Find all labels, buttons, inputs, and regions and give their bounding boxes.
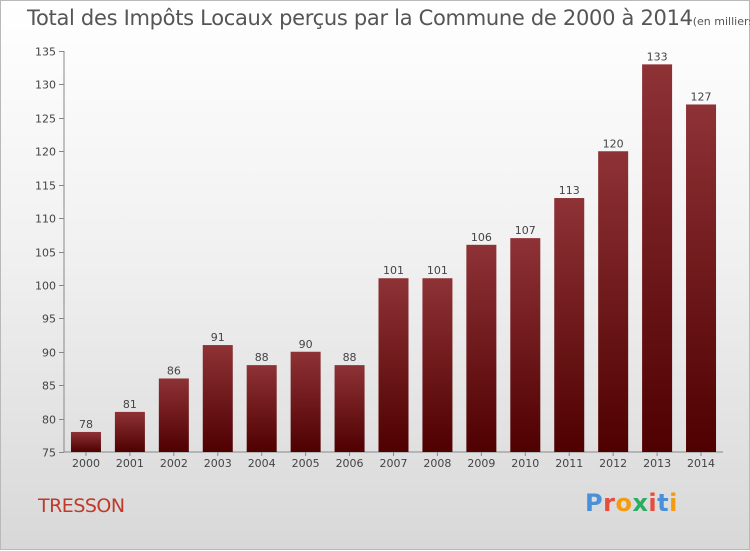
logo-letter: o [615, 489, 633, 517]
y-tick-label: 115 [35, 180, 56, 193]
bar-value-label: 101 [383, 264, 404, 277]
y-tick-label: 95 [42, 313, 56, 326]
bar-value-label: 88 [255, 351, 269, 364]
x-tick-label: 2009 [467, 457, 495, 470]
bar-value-label: 90 [299, 338, 313, 351]
bar [598, 151, 629, 452]
bar [554, 198, 585, 452]
bar-value-label: 113 [559, 184, 580, 197]
bar-value-label: 127 [691, 90, 712, 103]
bar-value-label: 81 [123, 398, 137, 411]
proxiti-logo[interactable]: Proxiti [585, 489, 678, 517]
x-tick-label: 2008 [423, 457, 451, 470]
logo-letter: P [585, 489, 604, 517]
logo-letter: x [632, 489, 649, 517]
y-tick-label: 110 [35, 213, 56, 226]
x-tick-label: 2011 [555, 457, 583, 470]
y-tick-label: 75 [42, 447, 56, 460]
x-tick-label: 2012 [599, 457, 627, 470]
bar-value-label: 91 [211, 331, 225, 344]
bar-value-label: 88 [343, 351, 357, 364]
y-tick-label: 125 [35, 113, 56, 126]
y-tick-label: 130 [35, 79, 56, 92]
chart-title: Total des Impôts Locaux perçus par la Co… [27, 6, 750, 30]
logo-letter: i [669, 489, 678, 517]
x-tick-label: 2014 [687, 457, 715, 470]
x-tick-label: 2005 [292, 457, 320, 470]
x-tick-label: 2000 [72, 457, 100, 470]
x-tick-label: 2007 [380, 457, 408, 470]
bar [422, 278, 453, 452]
logo-letter: r [603, 489, 616, 517]
bar-value-label: 106 [471, 231, 492, 244]
bar-value-label: 120 [603, 137, 624, 150]
y-tick-label: 80 [42, 414, 56, 427]
y-tick-label: 135 [35, 46, 56, 59]
logo-letter: i [648, 489, 658, 517]
bar [642, 64, 673, 452]
x-tick-label: 2003 [204, 457, 232, 470]
y-tick-label: 100 [35, 280, 56, 293]
bar [290, 351, 321, 452]
y-tick-label: 120 [35, 146, 56, 159]
bar-value-label: 107 [515, 224, 536, 237]
logo-letter: t [657, 489, 670, 517]
bar [334, 365, 365, 452]
x-tick-label: 2004 [248, 457, 276, 470]
bar [114, 411, 145, 452]
y-tick-label: 85 [42, 380, 56, 393]
bar [510, 238, 541, 452]
x-tick-label: 2013 [643, 457, 671, 470]
bar-value-label: 78 [79, 418, 93, 431]
x-tick-label: 2010 [511, 457, 539, 470]
bar [378, 278, 409, 452]
bar [158, 378, 189, 452]
chart-title-unit: (en milliers d'€) [692, 15, 750, 28]
bar-value-label: 86 [167, 364, 181, 377]
x-tick-label: 2006 [336, 457, 364, 470]
bar [202, 345, 233, 452]
chart-title-text: Total des Impôts Locaux perçus par la Co… [27, 6, 693, 30]
x-tick-label: 2001 [116, 457, 144, 470]
bar [70, 431, 101, 452]
y-tick-label: 105 [35, 247, 56, 260]
bar-value-label: 101 [427, 264, 448, 277]
bar [466, 244, 497, 452]
bar [686, 104, 717, 452]
y-tick-label: 90 [42, 347, 56, 360]
x-tick-label: 2002 [160, 457, 188, 470]
bar-value-label: 133 [647, 50, 668, 63]
bar [246, 365, 277, 452]
commune-name: TRESSON [38, 495, 125, 517]
